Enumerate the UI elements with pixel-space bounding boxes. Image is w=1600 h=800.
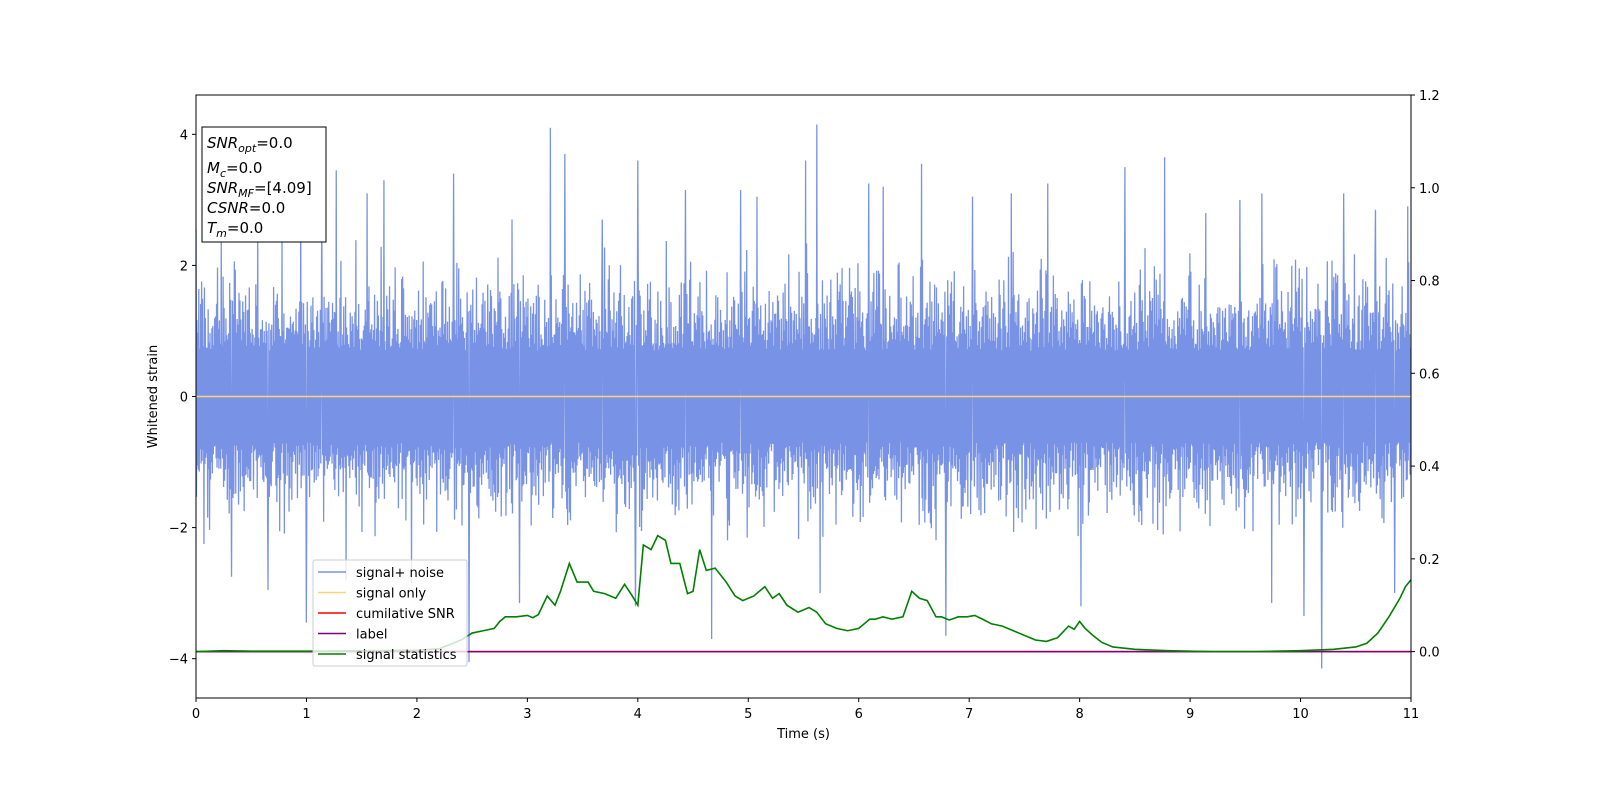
x-tick-label: 4 [634, 707, 642, 722]
legend-label-signal-only: signal only [356, 587, 426, 602]
y-tick-label-left: 0 [180, 391, 188, 406]
legend-frame [312, 559, 468, 667]
x-tick-label: 5 [744, 707, 752, 722]
info-line: SNRopt=0.0 [207, 134, 293, 155]
legend-label-label: label [356, 628, 387, 643]
x-tick-label: 9 [1186, 707, 1194, 722]
series-line-signal-statistics [196, 534, 1411, 653]
x-tick-label: 6 [855, 707, 863, 722]
y-tick-label-left: −2 [169, 522, 188, 537]
y-tick-label-left: 4 [180, 128, 188, 143]
y-tick-label-right: 0.6 [1419, 367, 1440, 382]
x-tick-label: 11 [1403, 707, 1420, 722]
y-tick-label-left: −4 [169, 653, 188, 668]
x-tick-label: 3 [523, 707, 531, 722]
y-tick-label-right: 0.0 [1419, 646, 1440, 661]
y-axis-label: Whitened strain [146, 345, 161, 448]
info-line: Mc=0.0 [207, 159, 262, 180]
info-line: CSNR=0.0 [207, 199, 285, 217]
x-tick-label: 10 [1292, 707, 1309, 722]
y-tick-label-right: 1.2 [1419, 89, 1440, 104]
y-tick-label-right: 0.4 [1419, 460, 1440, 475]
y-tick-label-right: 0.8 [1419, 275, 1440, 290]
y-tick-label-left: 2 [180, 259, 188, 274]
y-tick-label-right: 0.2 [1419, 553, 1440, 568]
x-tick-label: 8 [1075, 707, 1083, 722]
x-tick-label: 2 [413, 707, 421, 722]
x-tick-label: 7 [965, 707, 973, 722]
x-tick-label: 1 [302, 707, 310, 722]
legend-label-signal-statistics: signal statistics [356, 648, 457, 663]
y-tick-label-right: 1.0 [1419, 182, 1440, 197]
legend: signal+ noise signal only cumilative SNR la… [312, 559, 468, 667]
series-line-signal-noise [196, 124, 1411, 669]
info-box-frame [201, 126, 327, 243]
info-line: Tm=0.0 [207, 219, 263, 240]
info-line: SNRMF=[4.09] [207, 179, 312, 200]
x-tick-label: 0 [192, 707, 200, 722]
legend-label-signal-noise: signal+ noise [356, 566, 444, 581]
x-axis-label: Time (s) [776, 727, 830, 742]
axes: 0 1 2 3 4 5 6 7 8 9 10 11 −4 −2 0 2 4 0.0 0.2 0.4 0.6 0.8 1.0 1… [146, 89, 1440, 742]
legend-label-cumilative-snr: cumilative SNR [356, 607, 455, 622]
